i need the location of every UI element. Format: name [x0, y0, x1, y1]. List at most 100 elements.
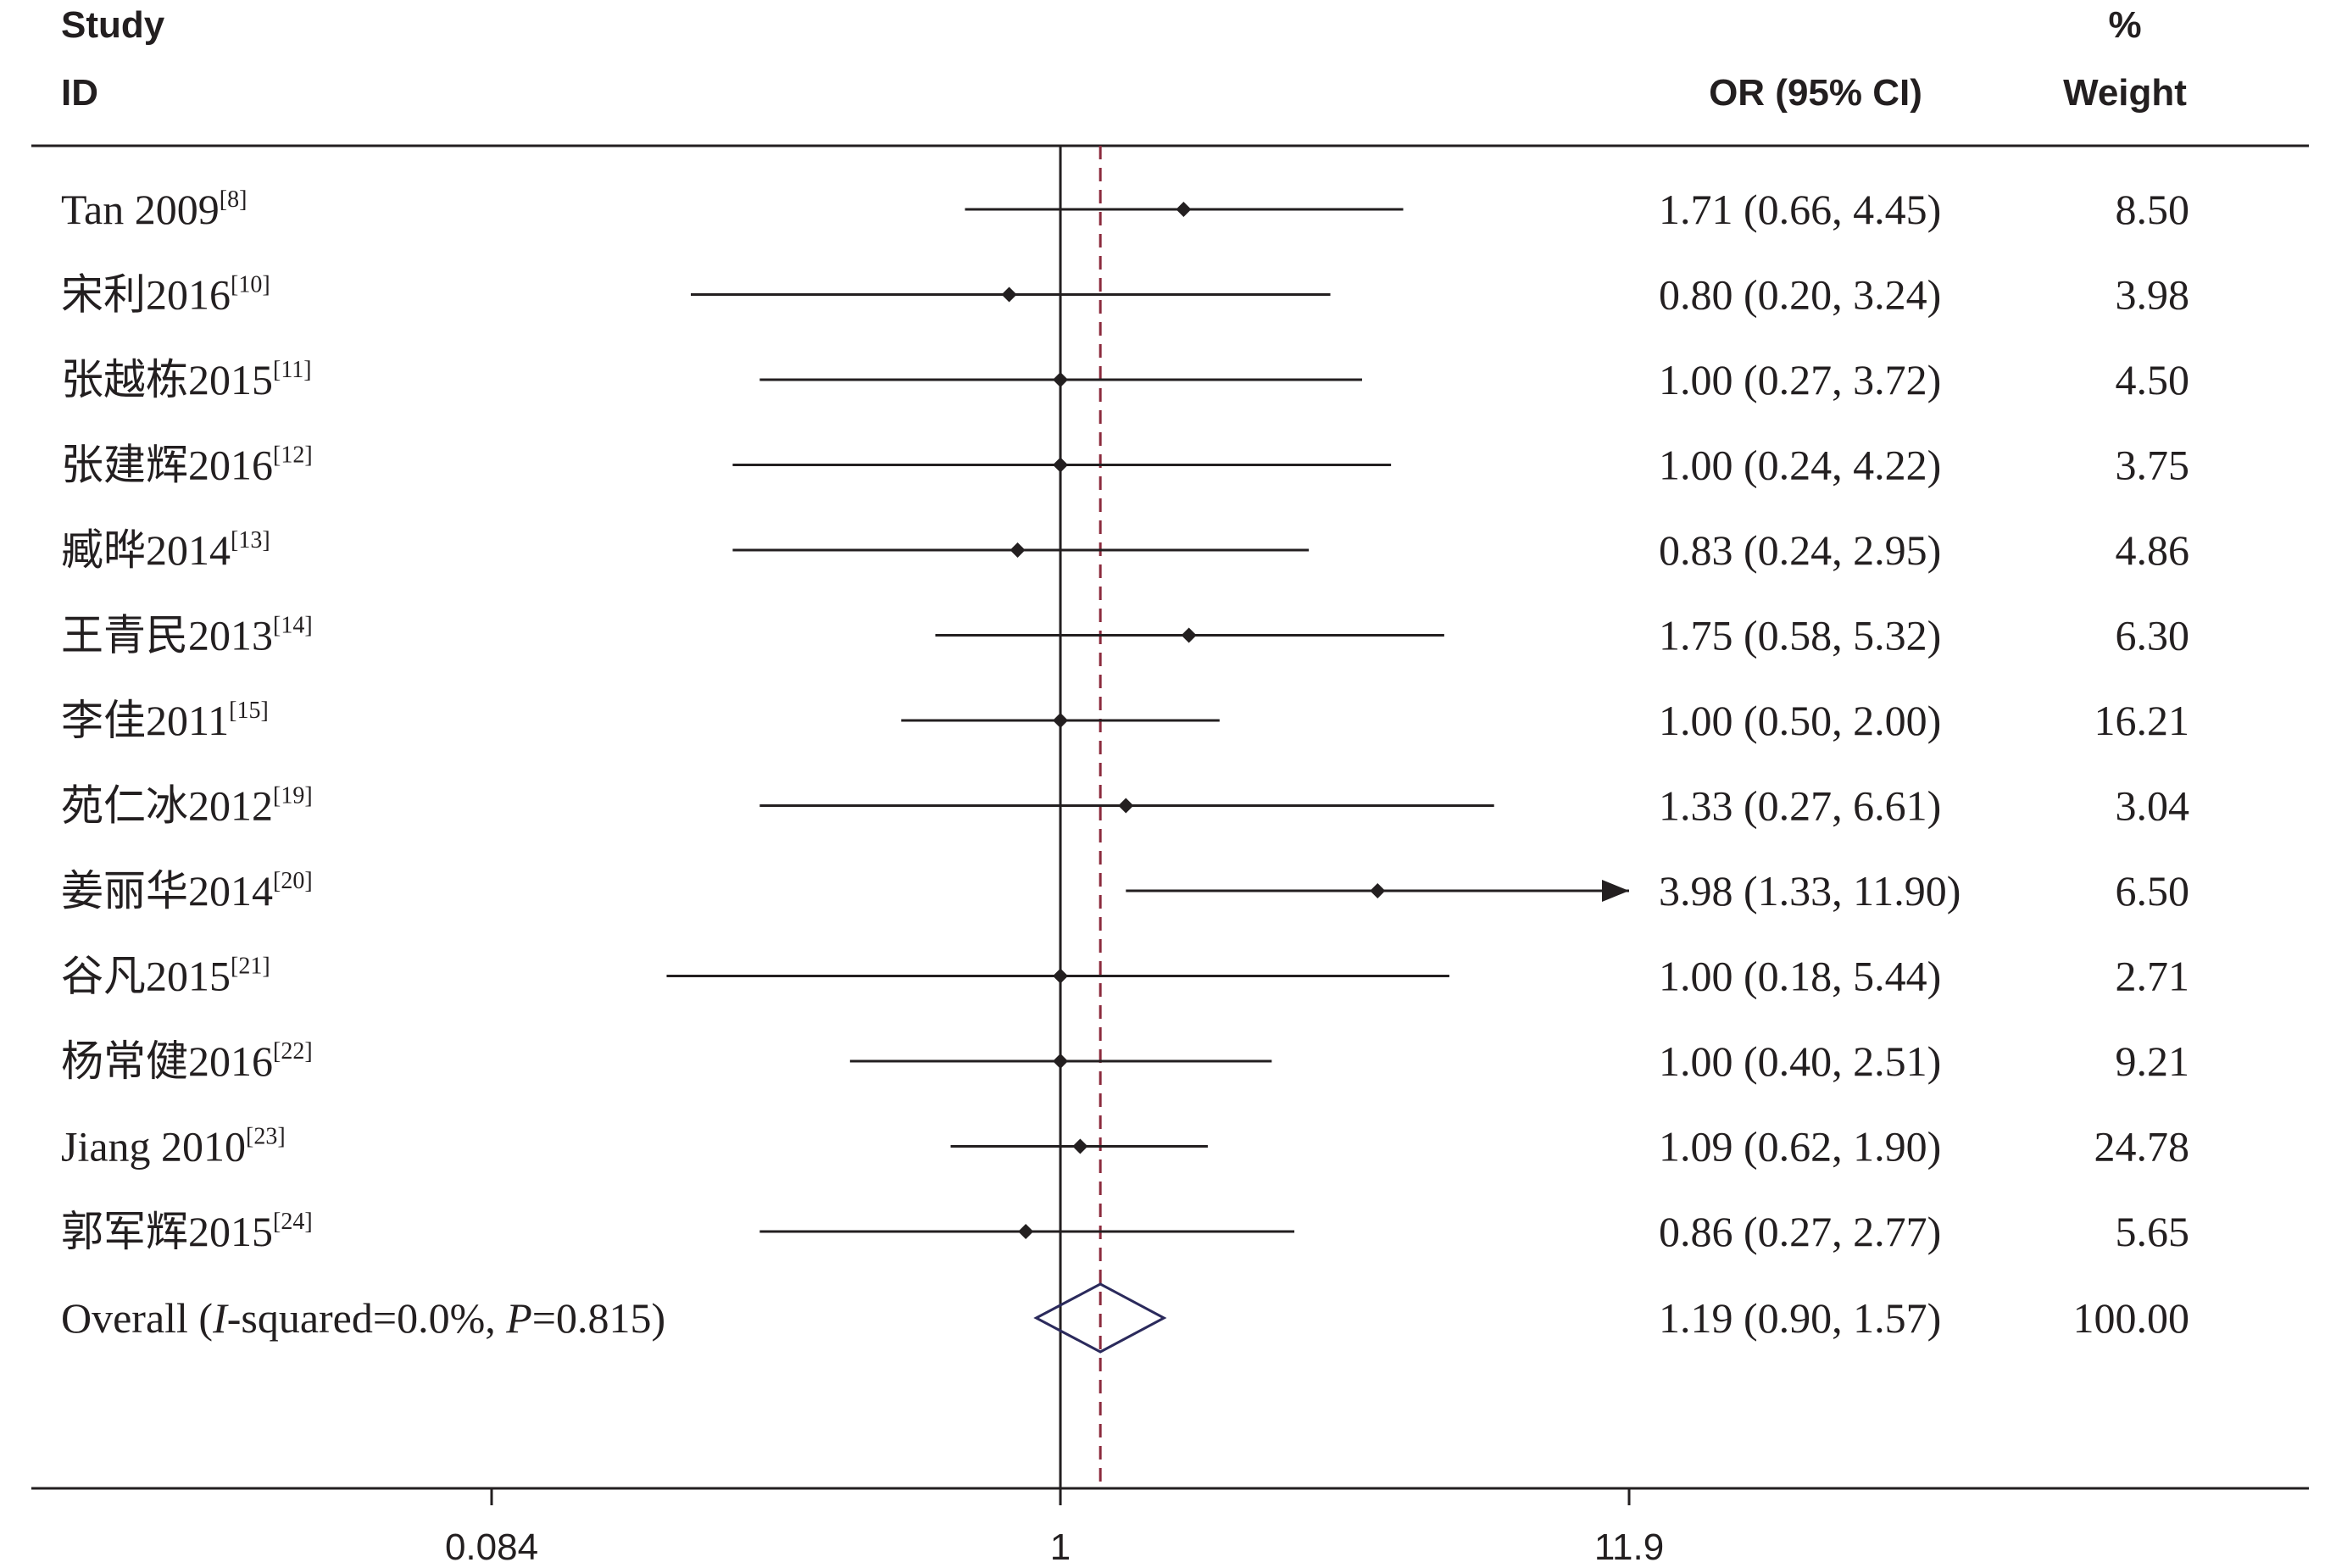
study-label: 姜丽华2014[20] — [61, 867, 313, 915]
study-row: 张建辉2016[12] 1.00 (0.24, 4.22) 3.75 — [61, 442, 2189, 489]
study-reference: [19] — [273, 783, 313, 809]
study-weight: 5.65 — [2116, 1208, 2190, 1255]
study-name: 王青民2013 — [61, 612, 273, 659]
study-reference: [11] — [273, 357, 312, 383]
point-estimate — [1118, 798, 1134, 814]
point-estimate — [1001, 286, 1017, 303]
overall-diamond — [1033, 1282, 1167, 1354]
study-reference: [21] — [231, 954, 270, 980]
study-reference: [15] — [229, 698, 269, 724]
point-estimate — [1053, 457, 1069, 473]
study-label: 李佳2011[15] — [61, 697, 269, 744]
study-rows: Tan 2009[8] 1.71 (0.66, 4.45) 8.50宋利2016[1… — [61, 186, 2189, 1255]
study-weight: 3.04 — [2116, 782, 2190, 830]
study-label: 张建辉2016[12] — [61, 442, 313, 489]
point-estimate — [1053, 968, 1069, 984]
study-label: 张越栋2015[11] — [61, 356, 312, 403]
ci-arrow — [1602, 880, 1629, 902]
study-row: 杨常健2016[22] 1.00 (0.40, 2.51) 9.21 — [61, 1037, 2189, 1085]
point-estimate — [1181, 627, 1197, 643]
study-weight: 2.71 — [2116, 953, 2190, 1000]
study-ci: 0.83 (0.24, 2.95) — [1659, 526, 1941, 574]
study-ci: 1.75 (0.58, 5.32) — [1659, 612, 1941, 659]
study-ci: 1.00 (0.40, 2.51) — [1659, 1037, 1941, 1085]
point-estimate — [1018, 1224, 1034, 1239]
study-row: 郭军辉2015[24] 0.86 (0.27, 2.77) 5.65 — [61, 1208, 2189, 1255]
study-label: 郭军辉2015[24] — [61, 1208, 313, 1255]
study-reference: [24] — [273, 1209, 313, 1235]
point-estimate — [1009, 542, 1026, 558]
study-ci: 0.80 (0.20, 3.24) — [1659, 271, 1941, 319]
x-tick-label: 11.9 — [1594, 1526, 1664, 1568]
x-tick-label: 0.084 — [445, 1526, 538, 1568]
study-reference: [14] — [273, 613, 313, 639]
study-name: 姜丽华2014 — [61, 867, 273, 915]
study-reference: [8] — [220, 186, 248, 213]
study-row: Tan 2009[8] 1.71 (0.66, 4.45) 8.50 — [61, 186, 2189, 233]
study-weight: 8.50 — [2116, 186, 2190, 233]
study-row: 臧晔2014[13] 0.83 (0.24, 2.95) 4.86 — [61, 526, 2189, 574]
study-weight: 4.50 — [2116, 356, 2190, 403]
study-name: 臧晔2014 — [61, 526, 231, 574]
study-label: Tan 2009[8] — [61, 186, 247, 233]
study-ci: 1.09 (0.62, 1.90) — [1659, 1123, 1941, 1170]
study-row: 谷凡2015[21] 1.00 (0.18, 5.44) 2.71 — [61, 953, 2189, 1000]
header-or: OR (95% CI) — [1709, 72, 1922, 114]
point-estimate — [1072, 1138, 1088, 1154]
point-estimate — [1053, 713, 1069, 728]
study-label: 谷凡2015[21] — [61, 953, 270, 1000]
study-name: 谷凡2015 — [61, 953, 231, 1000]
study-row: 姜丽华2014[20] 3.98 (1.33, 11.90) 6.50 — [61, 867, 2189, 915]
x-tick-label: 1 — [1050, 1526, 1071, 1568]
study-ci: 3.98 (1.33, 11.90) — [1659, 867, 1961, 915]
x-axis-ticks: 0.084 1 11.9 — [445, 1488, 1664, 1568]
study-label: 苑仁冰2012[19] — [61, 782, 313, 830]
study-label: 宋利2016[10] — [61, 271, 270, 319]
study-weight: 6.30 — [2116, 612, 2190, 659]
study-reference: [12] — [273, 442, 313, 469]
study-name: 张越栋2015 — [61, 356, 273, 403]
point-estimate — [1053, 372, 1069, 387]
study-label: 臧晔2014[13] — [61, 526, 270, 574]
study-ci: 1.00 (0.50, 2.00) — [1659, 697, 1941, 744]
study-ci: 1.33 (0.27, 6.61) — [1659, 782, 1941, 830]
study-reference: [23] — [246, 1124, 286, 1150]
study-name: 苑仁冰2012 — [61, 782, 273, 830]
study-weight: 3.75 — [2116, 442, 2190, 489]
study-weight: 4.86 — [2116, 526, 2190, 574]
study-reference: [20] — [273, 868, 313, 894]
study-weight: 24.78 — [2094, 1123, 2190, 1170]
header-id: ID — [61, 72, 98, 114]
point-estimate — [1176, 202, 1192, 217]
study-name: 郭军辉2015 — [61, 1208, 273, 1255]
study-reference: [22] — [273, 1038, 313, 1065]
study-name: 宋利2016 — [61, 271, 231, 319]
overall-label: Overall (I-squared=0.0%, P=0.815) — [61, 1294, 665, 1342]
study-weight: 9.21 — [2116, 1037, 2190, 1085]
study-label: 杨常健2016[22] — [61, 1037, 313, 1085]
study-row: 苑仁冰2012[19] 1.33 (0.27, 6.61) 3.04 — [61, 782, 2189, 830]
study-reference: [10] — [231, 272, 270, 298]
study-row: Jiang 2010[23] 1.09 (0.62, 1.90) 24.78 — [61, 1123, 2189, 1170]
header-study: Study — [61, 4, 165, 46]
header-weight: Weight — [2063, 72, 2187, 114]
study-row: 李佳2011[15] 1.00 (0.50, 2.00) 16.21 — [61, 697, 2189, 744]
study-ci: 1.00 (0.27, 3.72) — [1659, 356, 1941, 403]
study-name: 张建辉2016 — [61, 442, 273, 489]
study-weight: 16.21 — [2094, 697, 2190, 744]
study-row: 宋利2016[10] 0.80 (0.20, 3.24) 3.98 — [61, 271, 2189, 319]
study-ci: 1.71 (0.66, 4.45) — [1659, 186, 1941, 233]
study-weight: 3.98 — [2116, 271, 2190, 319]
overall-weight: 100.00 — [2073, 1294, 2190, 1342]
overall-ci: 1.19 (0.90, 1.57) — [1659, 1294, 1941, 1342]
study-name: 李佳2011 — [61, 697, 229, 744]
study-name: Jiang 2010 — [61, 1123, 246, 1170]
study-weight: 6.50 — [2116, 867, 2190, 915]
study-label: Jiang 2010[23] — [61, 1123, 286, 1170]
study-row: 王青民2013[14] 1.75 (0.58, 5.32) 6.30 — [61, 612, 2189, 659]
study-row: 张越栋2015[11] 1.00 (0.27, 3.72) 4.50 — [61, 356, 2189, 403]
study-ci: 0.86 (0.27, 2.77) — [1659, 1208, 1941, 1255]
study-ci: 1.00 (0.24, 4.22) — [1659, 442, 1941, 489]
study-name: 杨常健2016 — [61, 1037, 273, 1085]
